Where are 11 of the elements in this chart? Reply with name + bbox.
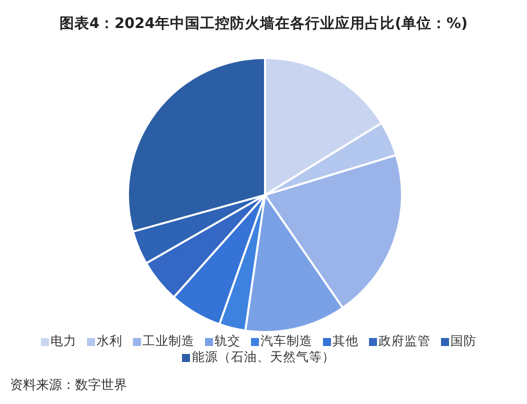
legend-label: 其他 [332, 333, 358, 348]
legend-label: 轨交 [214, 333, 240, 348]
legend-label: 能源（石油、天然气等） [192, 349, 335, 364]
legend-label: 电力 [50, 333, 76, 348]
legend-label: 汽车制造 [260, 333, 312, 348]
legend-label: 工业制造 [142, 333, 194, 348]
legend-label: 政府监管 [378, 333, 430, 348]
chart-title: 图表4：2024年中国工控防火墙在各行业应用占比(单位：%) [58, 14, 469, 33]
text: 资料来源：数字世界 [10, 377, 127, 394]
legend-label: 国防 [450, 333, 476, 348]
legend-label: 水利 [96, 333, 122, 348]
